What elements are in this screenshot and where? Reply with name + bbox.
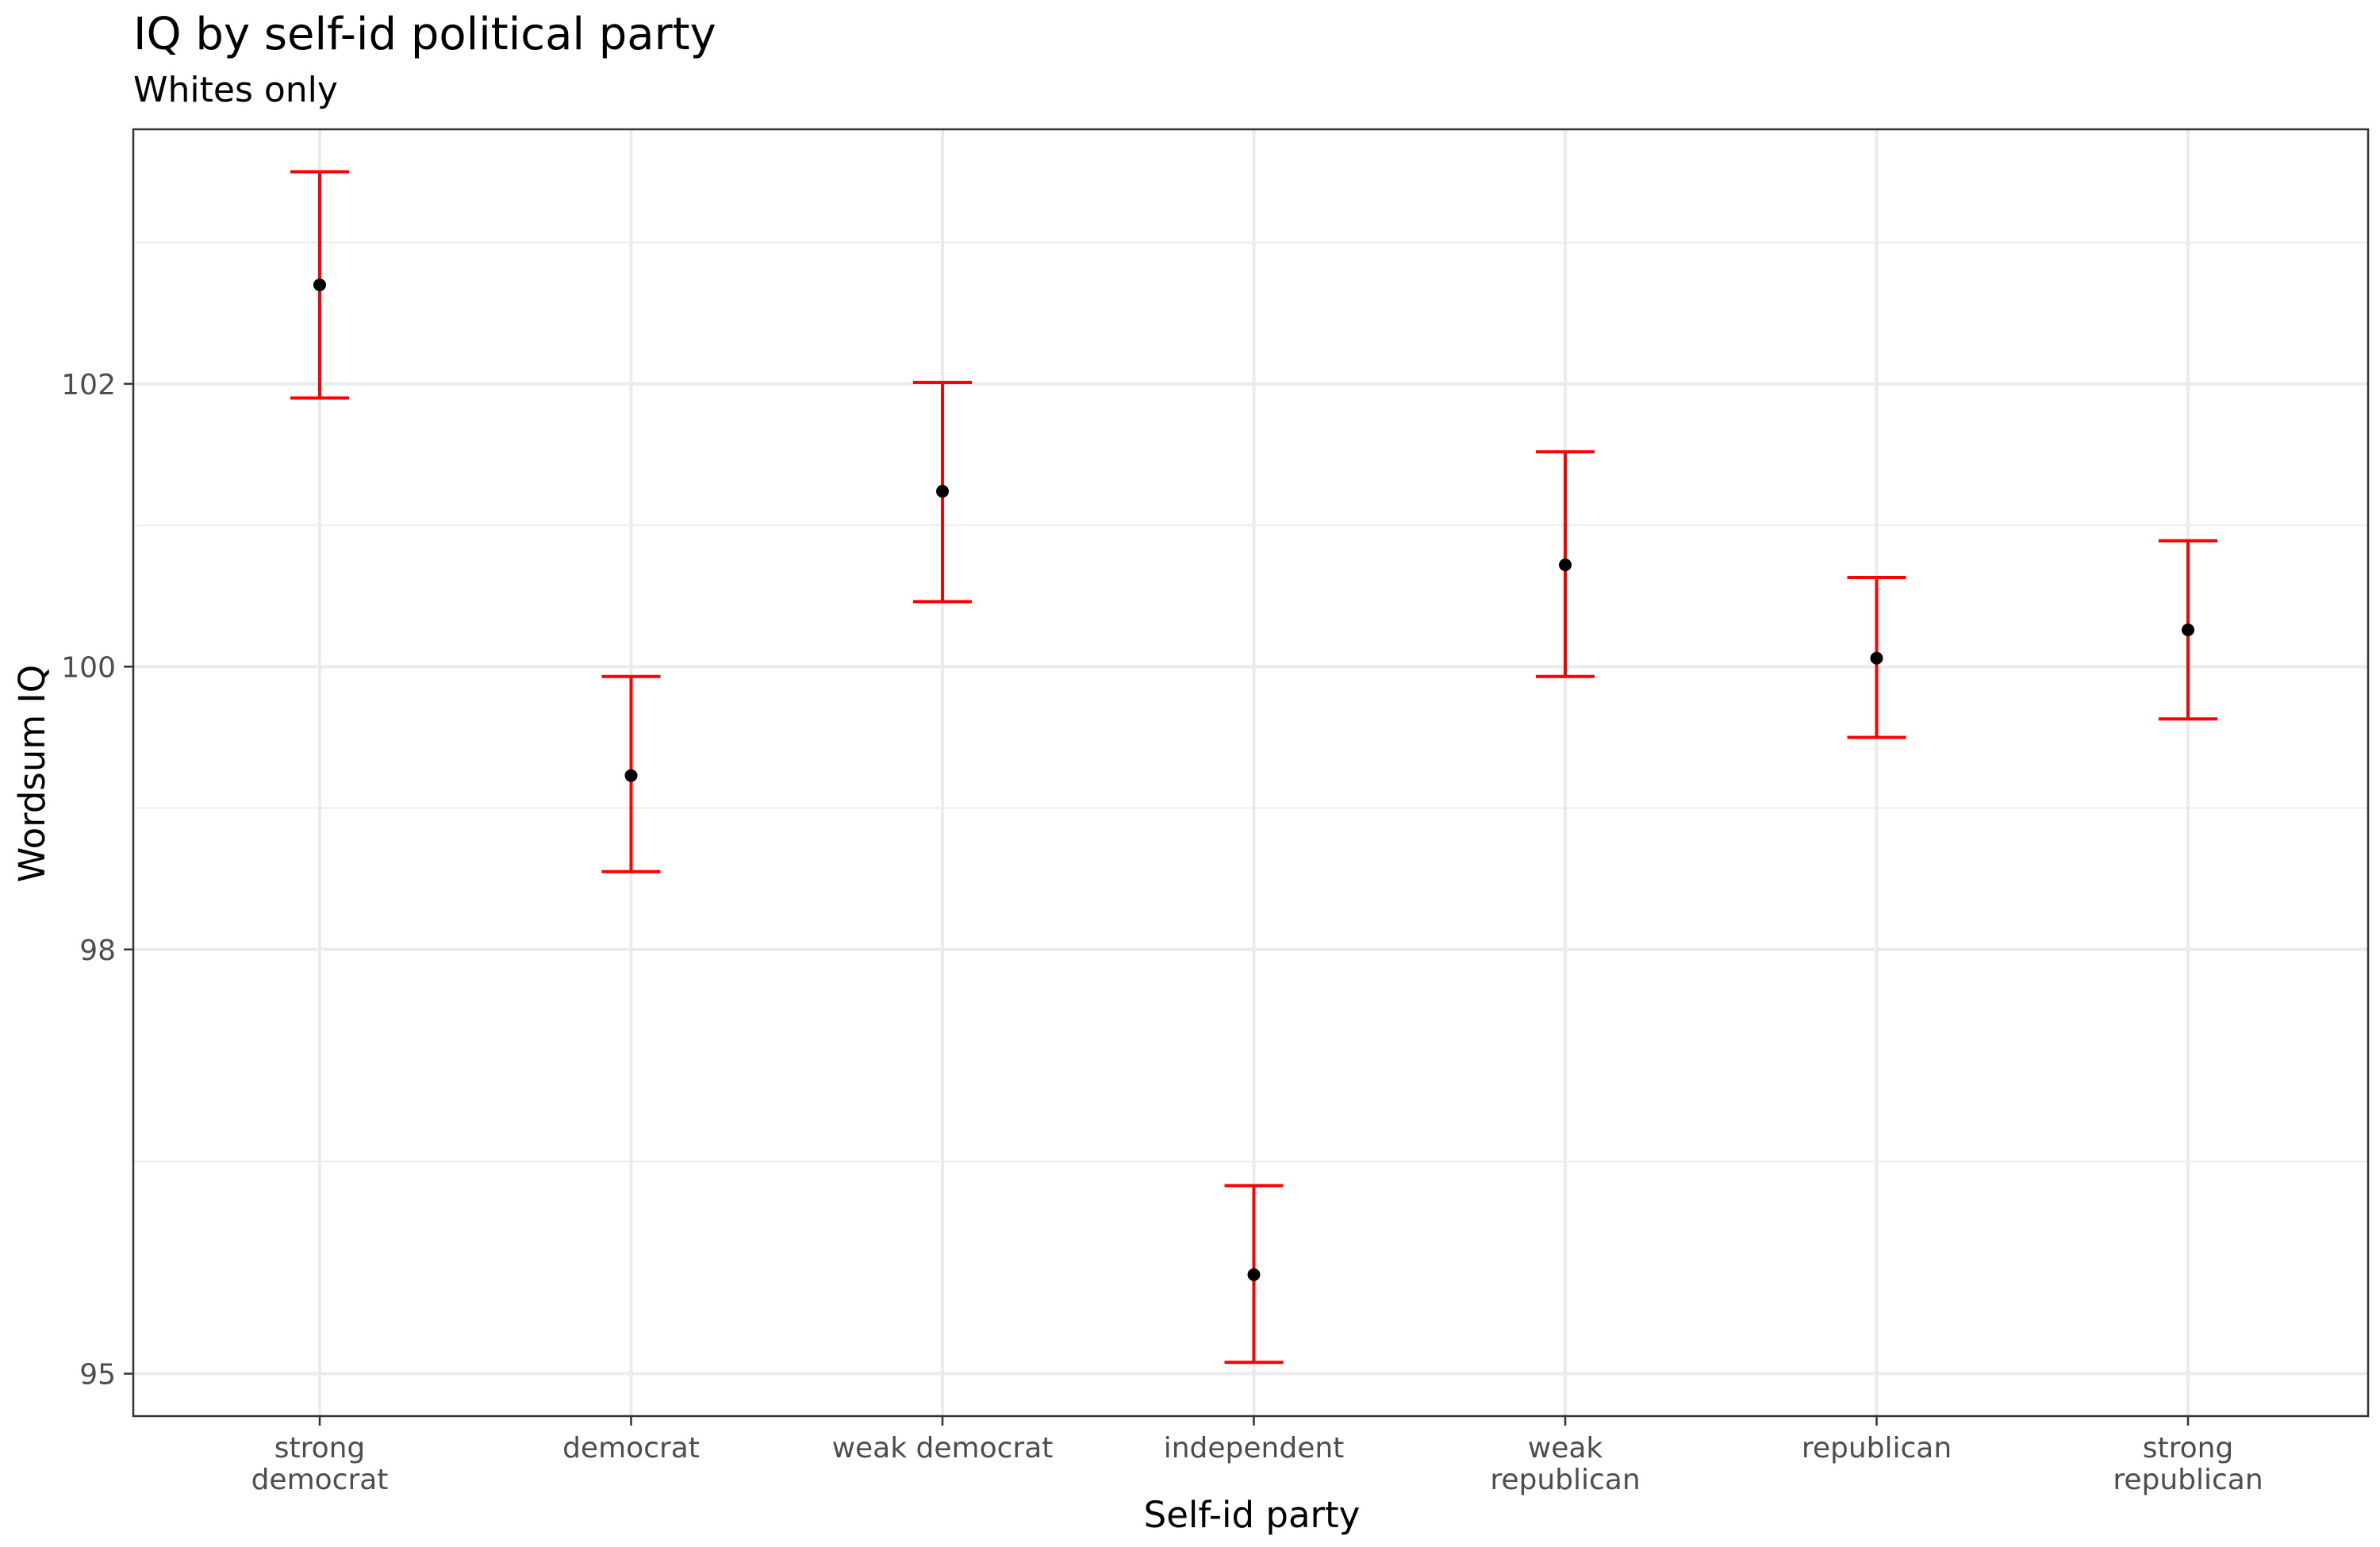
- y-tick-label: 98: [79, 935, 116, 967]
- data-point: [313, 278, 326, 292]
- x-tick-label: weak democrat: [832, 1432, 1054, 1464]
- x-tick-label: democrat: [562, 1432, 700, 1464]
- data-point: [624, 769, 638, 782]
- x-tick-label: strong democrat: [251, 1432, 389, 1496]
- chart-subtitle: Whites only: [133, 70, 338, 110]
- x-tick-label: republican: [1802, 1432, 1952, 1464]
- y-axis-title: Wordsum IQ: [11, 665, 53, 882]
- x-tick-label: weak republican: [1490, 1432, 1640, 1496]
- data-point: [936, 485, 949, 498]
- x-tick-label: independent: [1164, 1432, 1345, 1464]
- data-point: [1870, 651, 1883, 665]
- y-tick-label: 100: [61, 651, 116, 684]
- chart-title: IQ by self-id political party: [133, 9, 716, 60]
- plot-area: 95 98 100 102 strong democrat democrat weak dem…: [61, 128, 2370, 1496]
- x-tick-label: strong republican: [2113, 1432, 2263, 1496]
- data-point: [1559, 558, 1572, 571]
- panel-border: [132, 128, 2370, 1418]
- panel-background: [133, 129, 2368, 1416]
- x-axis-title: Self-id party: [1144, 1494, 1361, 1536]
- data-point: [1247, 1268, 1261, 1281]
- y-tick-label: 102: [61, 369, 116, 401]
- y-tick-label: 95: [79, 1359, 116, 1392]
- data-point: [2182, 623, 2194, 636]
